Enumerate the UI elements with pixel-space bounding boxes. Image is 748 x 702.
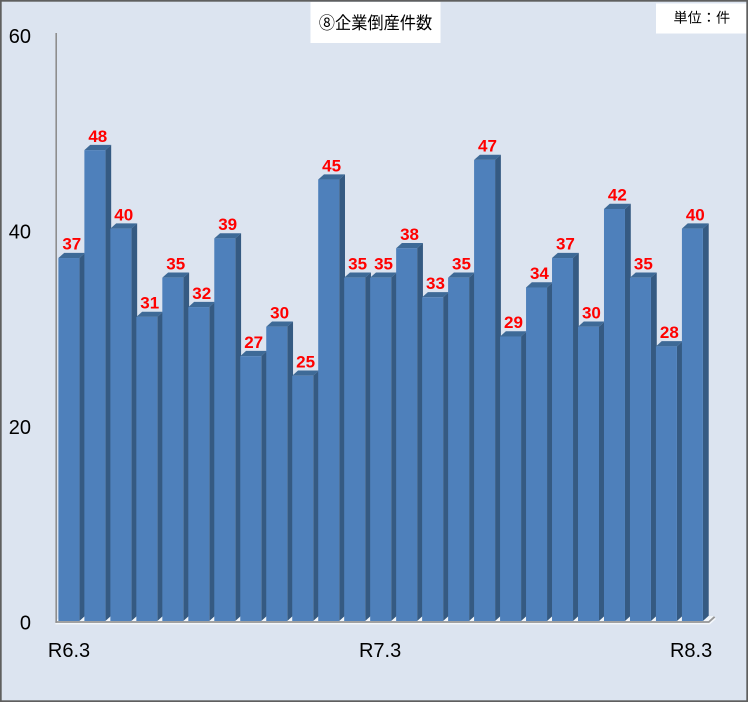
svg-text:35: 35 bbox=[374, 254, 393, 273]
svg-text:32: 32 bbox=[192, 284, 211, 303]
svg-text:28: 28 bbox=[660, 323, 679, 342]
svg-text:31: 31 bbox=[140, 294, 159, 313]
svg-text:35: 35 bbox=[348, 254, 367, 273]
svg-text:35: 35 bbox=[166, 254, 185, 273]
svg-text:R7.3: R7.3 bbox=[359, 640, 401, 662]
svg-text:35: 35 bbox=[634, 254, 653, 273]
svg-text:40: 40 bbox=[686, 205, 705, 224]
svg-text:30: 30 bbox=[582, 303, 601, 322]
svg-text:29: 29 bbox=[504, 313, 523, 332]
svg-text:35: 35 bbox=[452, 254, 471, 273]
svg-text:20: 20 bbox=[9, 417, 31, 439]
svg-text:37: 37 bbox=[556, 235, 575, 254]
svg-text:30: 30 bbox=[270, 303, 289, 322]
svg-text:25: 25 bbox=[296, 352, 315, 371]
svg-text:45: 45 bbox=[322, 156, 341, 175]
svg-text:27: 27 bbox=[244, 333, 263, 352]
svg-text:33: 33 bbox=[426, 274, 445, 293]
svg-text:40: 40 bbox=[114, 205, 133, 224]
svg-text:38: 38 bbox=[400, 225, 419, 244]
svg-text:47: 47 bbox=[478, 137, 497, 156]
svg-text:60: 60 bbox=[9, 26, 31, 48]
svg-text:R8.3: R8.3 bbox=[670, 640, 712, 662]
svg-text:39: 39 bbox=[218, 215, 237, 234]
svg-text:37: 37 bbox=[62, 235, 81, 254]
svg-text:34: 34 bbox=[530, 264, 549, 283]
svg-text:40: 40 bbox=[9, 222, 31, 244]
svg-text:42: 42 bbox=[608, 186, 627, 205]
svg-text:R6.3: R6.3 bbox=[48, 640, 90, 662]
svg-text:0: 0 bbox=[20, 613, 31, 635]
svg-text:48: 48 bbox=[88, 127, 107, 146]
